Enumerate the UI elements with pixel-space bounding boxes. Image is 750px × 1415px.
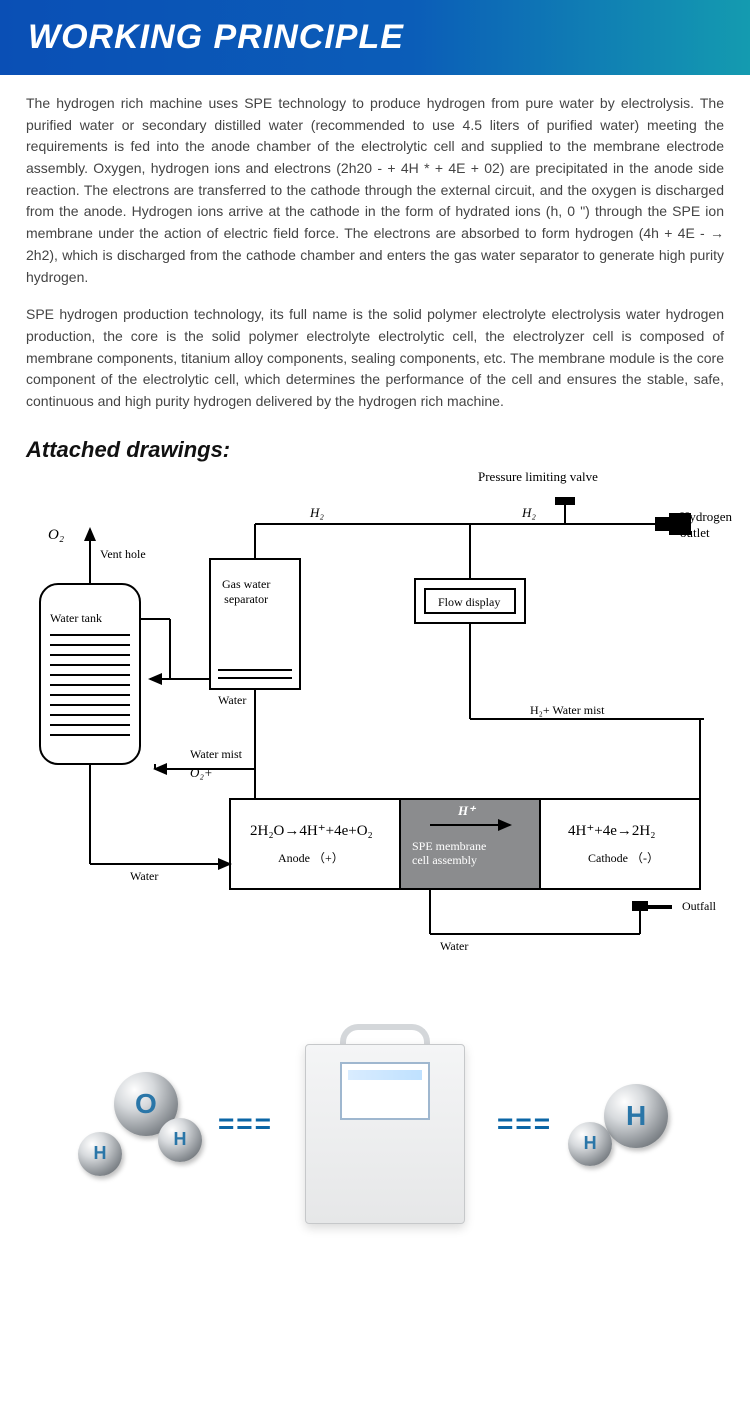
- lbl-cathode: Cathode （-）: [588, 849, 659, 866]
- lbl-gas-water-separator: Gas water separator: [222, 577, 270, 607]
- lbl-water-1: Water: [218, 693, 246, 708]
- lbl-anode: Anode （+）: [278, 849, 344, 866]
- attached-drawings-heading: Attached drawings:: [0, 437, 750, 469]
- lbl-h2-water-mist: H₂+ Water mist: [530, 703, 604, 718]
- body-text: The hydrogen rich machine uses SPE techn…: [0, 75, 750, 437]
- device-illustration: [285, 1014, 485, 1234]
- lbl-hydrogen-outlet: Hydrogen outlet: [680, 509, 732, 541]
- atom-h1: H: [158, 1118, 202, 1162]
- equals-left: ===: [218, 1108, 273, 1140]
- paragraph-1: The hydrogen rich machine uses SPE techn…: [26, 93, 724, 288]
- page-title: WORKING PRINCIPLE: [28, 18, 722, 57]
- process-diagram: Pressure limiting valve Hydrogen outlet …: [0, 469, 750, 989]
- lbl-o2: O₂: [48, 527, 64, 544]
- lbl-water-tank: Water tank: [50, 611, 102, 626]
- lbl-vent-hole: Vent hole: [100, 547, 146, 562]
- atom-h-big: H: [604, 1084, 668, 1148]
- lbl-outfall: Outfall: [682, 899, 716, 914]
- h2-molecule: H H: [564, 1054, 684, 1194]
- lbl-water-3: Water: [440, 939, 468, 954]
- header-banner: WORKING PRINCIPLE: [0, 0, 750, 75]
- atom-h-small: H: [568, 1122, 612, 1166]
- water-molecule: O H H: [66, 1054, 206, 1194]
- lbl-o2-plus: O₂+: [190, 765, 213, 781]
- lbl-h-plus: H⁺: [458, 803, 475, 819]
- molecule-row: O H H === === H H: [0, 1009, 750, 1239]
- lbl-h2-2: H₂: [522, 505, 536, 521]
- lbl-water-2: Water: [130, 869, 158, 884]
- device-screen: [340, 1062, 430, 1120]
- atom-h2: H: [78, 1132, 122, 1176]
- lbl-cathode-eq: 4H⁺+4e→2H₂: [568, 821, 655, 840]
- lbl-spe: SPE membrane cell assembly: [412, 839, 486, 868]
- lbl-pressure-valve: Pressure limiting valve: [478, 469, 598, 485]
- lbl-anode-eq: 2H₂O→4H⁺+4e+O₂: [250, 821, 373, 840]
- equals-right: ===: [497, 1108, 552, 1140]
- lbl-flow-display: Flow display: [438, 595, 500, 610]
- lbl-h2-1: H₂: [310, 505, 324, 521]
- paragraph-2: SPE hydrogen production technology, its …: [26, 304, 724, 412]
- lbl-water-mist: Water mist: [190, 747, 242, 762]
